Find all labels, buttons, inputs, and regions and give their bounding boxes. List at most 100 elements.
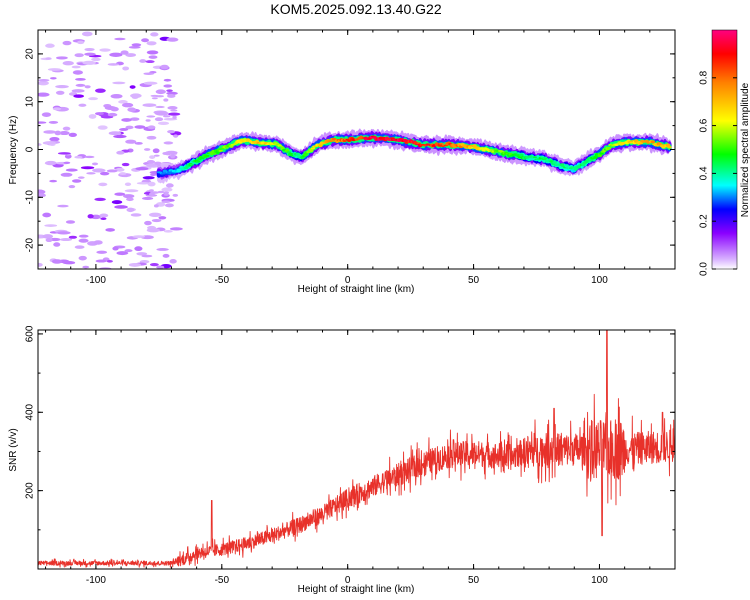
noise-blob — [110, 94, 123, 99]
noise-blob — [55, 56, 68, 60]
chart-title: KOM5.2025.092.13.40.G22 — [270, 1, 441, 17]
noise-blob — [84, 52, 96, 56]
colorbar-label: Normalized spectral amplitude — [740, 82, 750, 217]
noise-blob — [98, 182, 108, 187]
noise-blob — [170, 109, 178, 112]
noise-blob — [71, 65, 81, 69]
noise-blob — [59, 238, 73, 242]
x-tick-label: -50 — [215, 575, 230, 586]
noise-blob — [163, 191, 170, 195]
noise-blob — [94, 197, 106, 201]
ridge-cell — [303, 152, 308, 157]
noise-blob — [49, 136, 60, 142]
y-tick-label: 400 — [25, 403, 36, 420]
ridge-cell — [158, 171, 163, 174]
noise-blob — [87, 214, 94, 219]
noise-blob — [134, 246, 143, 252]
noise-blob — [65, 220, 76, 224]
noise-blob — [77, 176, 85, 179]
ridge-cell — [218, 149, 223, 152]
noise-blob — [110, 106, 119, 112]
noise-blob — [163, 193, 170, 196]
ridge-cell — [416, 142, 421, 145]
noise-blob — [109, 52, 123, 57]
noise-blob — [172, 193, 179, 197]
noise-blob — [60, 172, 73, 177]
noise-blob — [48, 120, 59, 124]
noise-blob — [74, 245, 85, 249]
noise-blob — [167, 106, 178, 110]
noise-blob — [125, 53, 137, 57]
noise-blob — [82, 60, 96, 65]
noise-blob — [78, 255, 87, 261]
noise-blob — [157, 190, 165, 194]
noise-blob — [128, 45, 141, 49]
noise-blob — [155, 95, 165, 98]
colorbar-frame — [711, 29, 738, 270]
noise-blob — [116, 150, 125, 155]
noise-blob — [45, 43, 55, 48]
ridge-cell — [189, 163, 195, 166]
ridge-cell — [532, 156, 538, 158]
noise-blob — [62, 40, 72, 46]
noise-blob — [139, 59, 147, 63]
noise-blob — [84, 155, 95, 159]
ridge-cell — [543, 157, 548, 160]
noise-blob — [119, 172, 127, 175]
noise-blob — [124, 182, 132, 187]
noise-blob — [72, 70, 84, 75]
noise-blob — [149, 263, 159, 267]
noise-blob — [74, 53, 84, 58]
noise-blob — [100, 217, 107, 220]
snr-series-line — [38, 330, 675, 568]
y-tick-label: -20 — [25, 237, 36, 252]
y-tick-label: -10 — [25, 190, 36, 205]
noise-blob — [146, 41, 157, 46]
spectrogram-y-ticks: -20 -10 0 10 20 — [25, 29, 675, 270]
x-tick-label: 50 — [468, 275, 480, 286]
ridge-cell — [279, 145, 284, 148]
noise-blob — [45, 57, 52, 60]
noise-blob — [142, 176, 155, 180]
spectrogram-x-ticks: -100 -50 0 50 100 — [45, 30, 676, 286]
x-tick-label: 0 — [345, 275, 351, 286]
ridge-cell — [519, 153, 524, 157]
noise-blob — [57, 204, 69, 208]
colorbar-ticks: 0.0 0.2 0.4 0.6 0.8 — [699, 70, 737, 276]
noise-blob — [99, 48, 111, 52]
noise-blob — [125, 125, 134, 130]
noise-blob — [68, 184, 76, 189]
noise-blob — [153, 154, 160, 157]
noise-blob — [114, 205, 128, 209]
noise-blob — [164, 151, 172, 156]
noise-blob — [129, 85, 136, 89]
noise-blob — [148, 55, 158, 59]
noise-blob — [130, 213, 142, 217]
noise-blob — [105, 228, 116, 232]
noise-blob — [95, 88, 106, 93]
noise-blob — [92, 168, 106, 173]
noise-blob — [38, 262, 43, 267]
x-tick-label: -100 — [86, 275, 106, 286]
noise-blob — [106, 169, 118, 173]
ridge-cell — [220, 147, 225, 150]
colorbar: 0.0 0.2 0.4 0.6 0.8 Normalized spectral ampl… — [699, 29, 750, 276]
noise-blob — [114, 192, 126, 196]
noise-blob — [107, 63, 120, 66]
ridge-cell — [606, 146, 612, 150]
noise-blob — [141, 196, 154, 200]
noise-blob — [155, 89, 166, 95]
noise-blob — [116, 251, 129, 256]
noise-blob — [161, 187, 173, 192]
noise-blob — [42, 234, 54, 239]
snr-frame — [37, 329, 676, 570]
noise-blob — [131, 43, 142, 47]
colorbar-tick-label: 0.6 — [699, 118, 710, 132]
noise-blob — [143, 81, 158, 85]
ridge-cell — [467, 145, 473, 150]
y-tick-label: 20 — [25, 48, 36, 60]
noise-blob — [38, 193, 46, 198]
noise-blob — [163, 78, 172, 82]
colorbar-tick-label: 0.0 — [699, 262, 710, 276]
noise-blob — [135, 167, 149, 171]
